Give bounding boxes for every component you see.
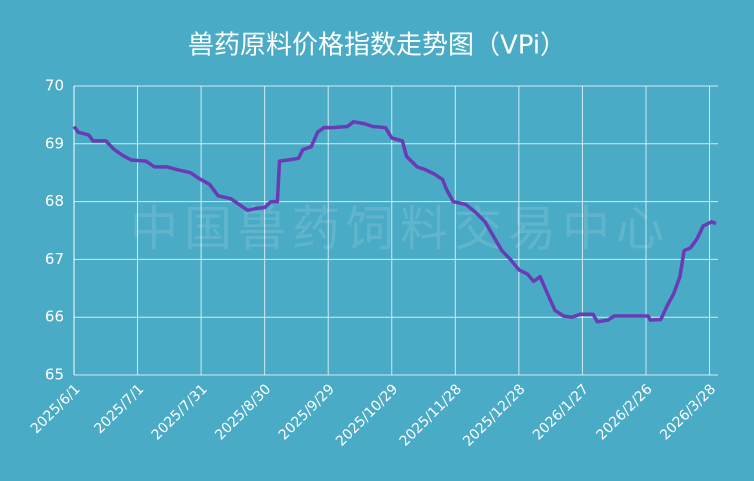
data-line: [72, 120, 717, 324]
y-tick-label: 70: [45, 77, 64, 95]
y-tick-label: 66: [45, 308, 64, 326]
y-tick-label: 69: [45, 134, 64, 152]
y-tick-label: 67: [45, 250, 64, 268]
watermark: 中国兽药饲料交易中心: [130, 201, 670, 257]
y-tick-label: 65: [45, 366, 64, 384]
chart-title: 兽药原料价格指数走势图（VPi）: [188, 31, 566, 61]
y-tick-label: 68: [45, 192, 64, 210]
